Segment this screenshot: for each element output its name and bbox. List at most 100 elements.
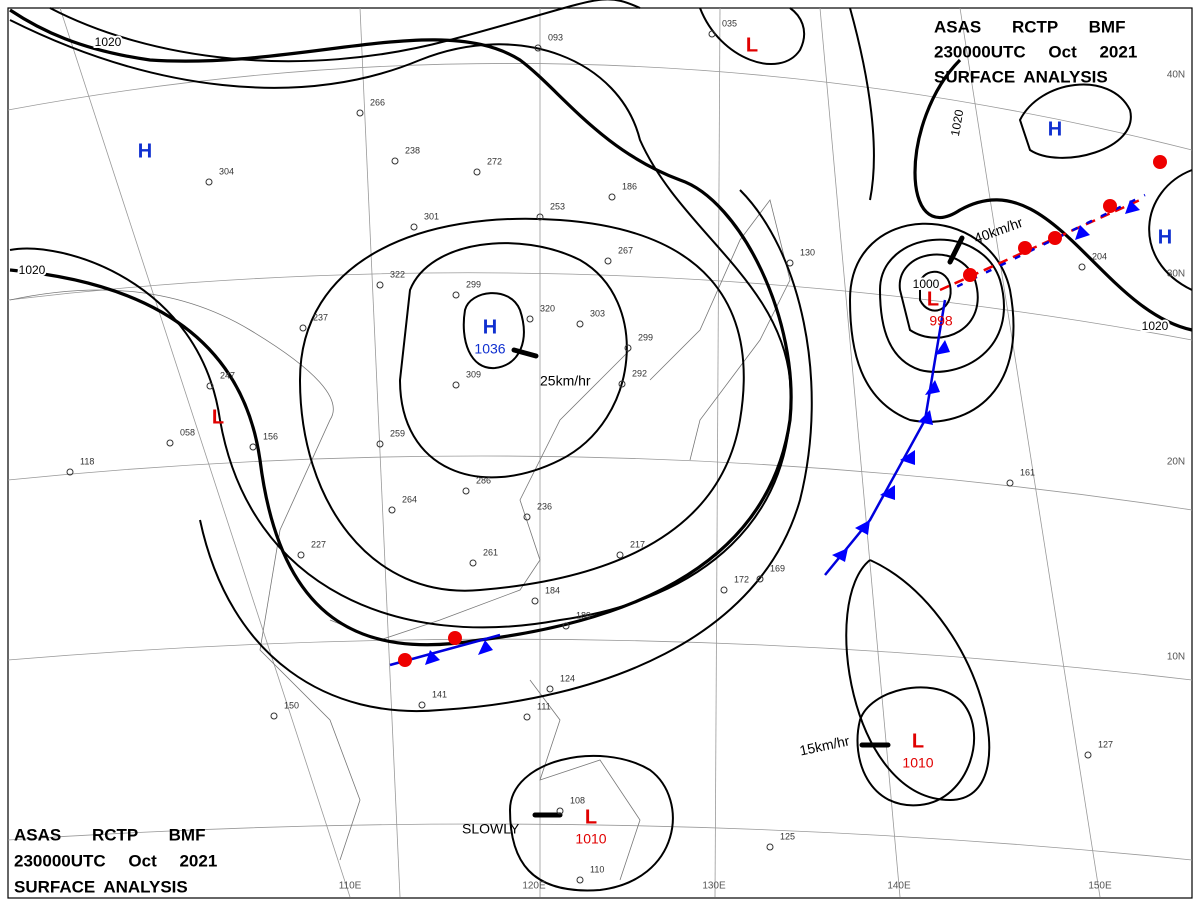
- station-marker: [376, 281, 384, 289]
- station-marker: [534, 44, 542, 52]
- station-pressure: 264: [402, 494, 417, 504]
- station-pressure: 299: [638, 332, 653, 342]
- station-pressure: 156: [263, 431, 278, 441]
- station-marker: [616, 551, 624, 559]
- station-pressure: 303: [590, 308, 605, 318]
- center-pressure: 1010: [902, 755, 933, 771]
- station-pressure: 309: [466, 369, 481, 379]
- latitude-label: 30N: [1167, 269, 1185, 280]
- longitude-label: 140E: [887, 881, 911, 892]
- station-marker: [556, 807, 564, 815]
- header-line: ASAS RCTP BMF: [934, 17, 1125, 36]
- station-marker: [720, 586, 728, 594]
- station-marker: [452, 291, 460, 299]
- station-pressure: 141: [432, 689, 447, 699]
- isobar-label: 1020: [95, 35, 122, 49]
- station-pressure: 322: [390, 269, 405, 279]
- isobar-label: 1020: [1142, 319, 1169, 333]
- longitude-label: 110E: [339, 881, 362, 892]
- station-pressure: 217: [630, 539, 645, 549]
- station-marker: [523, 513, 531, 521]
- station-pressure: 320: [540, 303, 555, 313]
- fronts: [389, 155, 1167, 667]
- pressure-center: L: [927, 288, 939, 310]
- longitude-label: 150E: [1088, 881, 1112, 892]
- motion-label: SLOWLY: [462, 821, 520, 837]
- station-marker: [462, 487, 470, 495]
- pressure-center: L: [746, 34, 758, 56]
- station-pressure: 110: [590, 864, 604, 874]
- station-marker: [205, 178, 213, 186]
- station-marker: [418, 701, 426, 709]
- isobar-label: 1020: [948, 108, 966, 137]
- station-marker: [270, 712, 278, 720]
- pressure-center: L: [212, 406, 224, 428]
- isobars: [9, 0, 1193, 892]
- station-pressure: 292: [632, 368, 647, 378]
- station-pressure: 058: [180, 427, 195, 437]
- station-marker: [452, 381, 460, 389]
- header-line: 230000UTC Oct 2021: [934, 42, 1137, 61]
- station-pressure: 299: [466, 279, 481, 289]
- station-marker: [206, 382, 214, 390]
- station-pressure: 125: [780, 831, 795, 841]
- station-marker: [297, 551, 305, 559]
- station-pressure: 304: [219, 166, 234, 176]
- latitude-label: 10N: [1167, 652, 1185, 663]
- center-pressure: 1036: [474, 341, 505, 357]
- station-marker: [708, 30, 716, 38]
- isobar-label: 1000: [913, 277, 940, 291]
- header-line: SURFACE ANALYSIS: [934, 67, 1108, 86]
- station-marker: [469, 559, 477, 567]
- station-pressure: 186: [622, 181, 637, 191]
- station-pressure: 150: [284, 700, 299, 710]
- station-pressure: 301: [424, 211, 439, 221]
- station-marker: [618, 380, 626, 388]
- station-pressure: 238: [405, 145, 420, 155]
- graticule: [7, 7, 1193, 898]
- station-pressure: 093: [548, 32, 563, 42]
- coastlines: [9, 199, 791, 881]
- station-marker: [66, 468, 74, 476]
- station-pressure: 169: [770, 563, 785, 573]
- station-marker: [299, 324, 307, 332]
- header-line: ASAS RCTP BMF: [14, 825, 205, 844]
- station-pressure: 236: [537, 501, 552, 511]
- center-pressure: 1010: [575, 831, 606, 847]
- station-pressure: 161: [1020, 467, 1035, 477]
- latitude-label: 40N: [1167, 70, 1185, 81]
- station-pressure: 035: [722, 18, 737, 28]
- header-line: SURFACE ANALYSIS: [14, 877, 188, 896]
- header-line: 230000UTC Oct 2021: [14, 851, 217, 870]
- motion-arrow: [947, 235, 965, 265]
- station-pressure: 266: [370, 97, 385, 107]
- station-marker: [562, 622, 570, 630]
- station-pressure: 108: [570, 795, 585, 805]
- station-pressure: 124: [560, 673, 575, 683]
- station-marker: [166, 439, 174, 447]
- station-pressure: 259: [390, 428, 405, 438]
- station-marker: [523, 713, 531, 721]
- station-marker: [376, 440, 384, 448]
- station-marker: [536, 213, 544, 221]
- station-pressure: 247: [220, 370, 235, 380]
- station-marker: [526, 315, 534, 323]
- motion-label: 25km/hr: [540, 373, 591, 389]
- station-pressure: 204: [1092, 251, 1107, 261]
- pressure-center: H: [1158, 226, 1172, 248]
- station-marker: [756, 575, 764, 583]
- station-pressure: 253: [550, 201, 565, 211]
- station-marker: [608, 193, 616, 201]
- station-marker: [576, 320, 584, 328]
- station-pressure: 127: [1098, 739, 1113, 749]
- motion-arrow: [511, 347, 539, 359]
- station-marker: [410, 223, 418, 231]
- longitude-label: 120E: [522, 881, 546, 892]
- pressure-center: H: [1048, 118, 1062, 140]
- pressure-center: L: [585, 806, 597, 828]
- station-marker: [391, 157, 399, 165]
- station-marker: [473, 168, 481, 176]
- station-pressure: 111: [537, 701, 551, 711]
- station-marker: [604, 257, 612, 265]
